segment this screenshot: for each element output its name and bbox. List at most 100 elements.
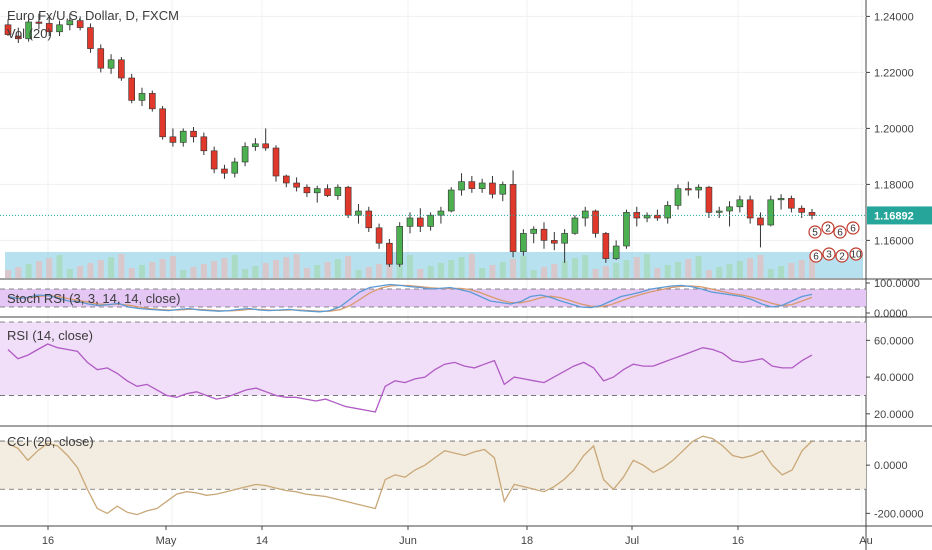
candle-body[interactable] [365, 210, 373, 229]
indicator-badge-icon[interactable] [808, 225, 822, 239]
candle-body[interactable] [303, 186, 311, 194]
candle-body[interactable] [561, 233, 568, 244]
stoch-rsi-pane[interactable]: Stoch RSI (3, 3, 14, 14, close) [0, 283, 866, 313]
candle-body[interactable] [272, 147, 280, 177]
candle-body[interactable] [15, 35, 22, 40]
candle-body[interactable] [231, 161, 239, 174]
candle-body[interactable] [715, 210, 723, 213]
candle-body[interactable] [664, 205, 671, 219]
indicator-badge-icon[interactable] [835, 249, 849, 263]
volume-bar [809, 257, 815, 278]
indicator-badge-icon[interactable] [822, 247, 836, 261]
candle-body[interactable] [252, 143, 259, 147]
price-axis[interactable]: 1.24000 1.22000 1.20000 1.18000 1.16000 1.168… [866, 11, 932, 520]
volume-bar [520, 256, 527, 278]
candle-body[interactable] [705, 186, 713, 213]
candle-body[interactable] [736, 199, 744, 208]
candle-body[interactable] [612, 245, 620, 259]
candle-body[interactable] [530, 228, 537, 234]
candle-body[interactable] [417, 217, 424, 227]
candle-body[interactable] [375, 227, 383, 244]
cci-pane[interactable]: CCI (20, close) [0, 434, 866, 516]
candle-body[interactable] [355, 210, 362, 216]
price-tick-label: 1.24000 [874, 11, 914, 23]
indicator-badge-icon[interactable] [849, 247, 863, 261]
candle-body[interactable] [149, 93, 156, 110]
candle-body[interactable] [602, 233, 610, 259]
candle-body[interactable] [447, 189, 455, 212]
candle-body[interactable] [56, 24, 63, 33]
candle-body[interactable] [128, 77, 135, 101]
indicator-badge-count: 6 [850, 224, 856, 235]
candle-body[interactable] [396, 226, 403, 265]
candle-body[interactable] [468, 181, 476, 189]
candle-body[interactable] [798, 207, 805, 213]
candle-body[interactable] [66, 20, 74, 26]
candle-body[interactable] [767, 199, 775, 226]
candle-body[interactable] [674, 188, 682, 206]
candle-body[interactable] [808, 212, 816, 216]
candle-body[interactable] [283, 175, 290, 184]
candle-body[interactable] [25, 21, 32, 40]
candle-body[interactable] [623, 212, 630, 247]
candle-body[interactable] [777, 198, 785, 201]
candle-body[interactable] [159, 108, 166, 138]
candle-body[interactable] [520, 233, 527, 252]
candle-body[interactable] [221, 168, 228, 174]
candle-body[interactable] [97, 48, 105, 69]
candle-body[interactable] [210, 150, 218, 170]
indicator-badge-icon[interactable] [833, 225, 847, 239]
candle-body[interactable] [4, 24, 12, 35]
candle-body[interactable] [489, 182, 496, 195]
rsi-pane[interactable]: RSI (14, close) [0, 321, 866, 413]
candle-body[interactable] [200, 136, 208, 152]
candle-body[interactable] [190, 130, 197, 138]
candle-body[interactable] [179, 130, 187, 143]
candle-body[interactable] [427, 214, 434, 227]
candle-body[interactable] [643, 214, 651, 219]
candle-body[interactable] [107, 59, 115, 69]
candle-body[interactable] [540, 228, 548, 241]
candle-body[interactable] [138, 93, 146, 101]
candle-body[interactable] [76, 20, 84, 28]
candle-body[interactable] [695, 186, 702, 191]
candle-body[interactable] [509, 184, 517, 252]
rsi-title: RSI (14, close) [7, 328, 93, 343]
indicator-badge-icon[interactable] [809, 249, 823, 263]
candle-body[interactable] [746, 199, 754, 219]
candle-body[interactable] [313, 188, 321, 194]
candle-body[interactable] [458, 181, 465, 191]
candle-body[interactable] [581, 210, 589, 219]
candle-body[interactable] [344, 186, 352, 216]
candle-body[interactable] [118, 59, 125, 79]
candle-body[interactable] [757, 217, 764, 226]
indicator-badges[interactable]: 5 2 6 66 3 2 10 [808, 221, 863, 263]
candle-body[interactable] [324, 188, 331, 196]
candle-body[interactable] [334, 186, 342, 196]
candle-body[interactable] [499, 184, 507, 195]
candle-body[interactable] [262, 143, 269, 149]
candle-body[interactable] [169, 136, 177, 143]
candle-body[interactable] [45, 23, 53, 33]
candle-body[interactable] [437, 210, 445, 216]
time-axis[interactable]: 16 May 14 Jun 18 Jul 16 Au [42, 526, 873, 547]
candle-body[interactable] [726, 206, 733, 212]
indicator-badge-icon[interactable] [821, 221, 835, 235]
candle-body[interactable] [241, 146, 249, 163]
indicator-badge-icon[interactable] [846, 221, 860, 235]
candle-body[interactable] [571, 217, 579, 234]
candle-body[interactable] [788, 198, 795, 209]
candle-body[interactable] [406, 217, 414, 227]
candle-body[interactable] [35, 21, 43, 24]
candle-body[interactable] [478, 182, 486, 189]
candle-body[interactable] [685, 188, 692, 191]
price-tick-label: 1.16000 [874, 235, 914, 247]
rsi-band-fill [0, 322, 866, 396]
candle-body[interactable] [592, 210, 599, 234]
candle-body[interactable] [551, 240, 558, 244]
candle-body[interactable] [293, 182, 300, 188]
candle-body[interactable] [386, 242, 393, 265]
candle-body[interactable] [87, 27, 94, 49]
